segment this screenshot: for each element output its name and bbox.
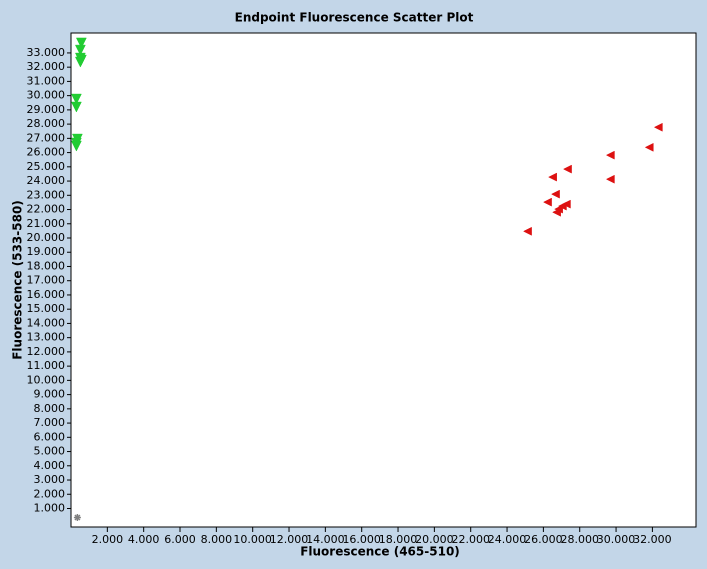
y-tick-label: 26.000	[27, 146, 66, 159]
point	[550, 189, 560, 199]
x-tick-label: 26.000	[524, 533, 563, 546]
point	[70, 93, 82, 105]
y-tick-label: 1.000	[34, 501, 66, 514]
point	[644, 142, 654, 152]
x-tick-label: 10.000	[233, 533, 272, 546]
y-tick-label: 21.000	[27, 217, 66, 230]
y-tick-label: 3.000	[34, 473, 66, 486]
x-tick-label: 2.000	[92, 533, 124, 546]
y-tick-label: 14.000	[27, 316, 66, 329]
plot-area	[70, 32, 697, 528]
x-tick-label: 8.000	[201, 533, 233, 546]
y-tick-label: 4.000	[34, 459, 66, 472]
y-tick-label: 22.000	[27, 203, 66, 216]
x-tick-label: 30.000	[597, 533, 636, 546]
y-tick-label: 29.000	[27, 103, 66, 116]
y-tick-label: 5.000	[34, 445, 66, 458]
chart-title: Endpoint Fluorescence Scatter Plot	[235, 11, 474, 25]
x-tick-label: 32.000	[633, 533, 672, 546]
y-axis-title: Fluorescence (533-580)	[11, 200, 25, 360]
y-tick-label: 9.000	[34, 388, 66, 401]
x-tick-label: 18.000	[379, 533, 418, 546]
point	[75, 37, 87, 49]
y-tick-label: 17.000	[27, 274, 66, 287]
y-tick-label: 10.000	[27, 373, 66, 386]
point	[562, 164, 572, 174]
x-tick-label: 12.000	[270, 533, 309, 546]
point	[74, 56, 86, 68]
x-tick-label: 28.000	[560, 533, 599, 546]
point	[73, 514, 81, 522]
y-tick-label: 27.000	[27, 131, 66, 144]
y-tick-label: 15.000	[27, 302, 66, 315]
y-tick-label: 16.000	[27, 288, 66, 301]
y-tick-label: 8.000	[34, 402, 66, 415]
point	[70, 140, 82, 152]
y-tick-label: 30.000	[27, 89, 66, 102]
x-axis-title: Fluorescence (465-510)	[300, 545, 460, 559]
y-tick-label: 7.000	[34, 416, 66, 429]
x-tick-label: 16.000	[342, 533, 381, 546]
y-tick-label: 11.000	[27, 359, 66, 372]
y-tick-label: 6.000	[34, 430, 66, 443]
y-tick-label: 24.000	[27, 174, 66, 187]
y-tick-label: 13.000	[27, 331, 66, 344]
y-tick-label: 19.000	[27, 245, 66, 258]
point	[523, 226, 532, 236]
y-tick-label: 28.000	[27, 117, 66, 130]
y-tick-label: 18.000	[27, 259, 66, 272]
point	[543, 197, 552, 207]
x-tick-label: 14.000	[306, 533, 345, 546]
x-tick-label: 4.000	[128, 533, 160, 546]
y-tick-label: 32.000	[27, 60, 66, 73]
x-tick-label: 22.000	[451, 533, 490, 546]
x-tick-label: 24.000	[488, 533, 527, 546]
point	[653, 122, 663, 132]
y-tick-label: 12.000	[27, 345, 66, 358]
x-tick-label: 20.000	[415, 533, 454, 546]
point	[70, 101, 82, 113]
y-tick-label: 25.000	[27, 160, 66, 173]
y-tick-label: 23.000	[27, 188, 66, 201]
y-tick-label: 31.000	[27, 74, 66, 87]
point	[605, 174, 615, 184]
y-tick-label: 2.000	[34, 487, 66, 500]
x-tick-label: 6.000	[164, 533, 196, 546]
point	[605, 150, 615, 160]
point	[548, 172, 557, 182]
y-tick-label: 20.000	[27, 231, 66, 244]
point	[74, 44, 86, 56]
y-tick-label: 33.000	[27, 46, 66, 59]
point	[552, 207, 561, 217]
